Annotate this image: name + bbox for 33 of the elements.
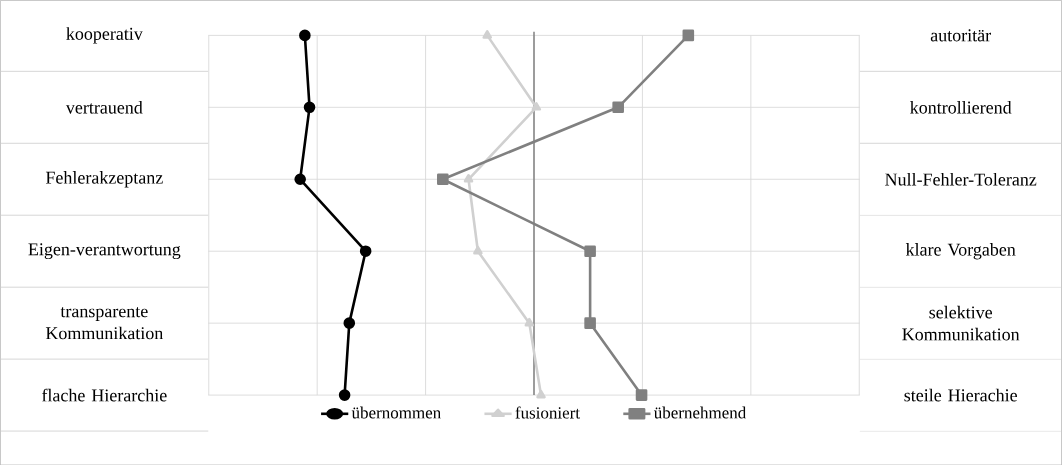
point — [294, 173, 306, 185]
point — [536, 389, 546, 399]
point — [584, 317, 596, 329]
text: kontrollierend — [910, 100, 1012, 114]
point — [338, 389, 351, 401]
point — [343, 317, 356, 329]
point — [463, 173, 474, 183]
point — [299, 29, 311, 41]
text: selektive Kommunikation — [902, 305, 1020, 341]
point — [682, 29, 695, 41]
point — [635, 389, 648, 401]
point — [584, 245, 596, 257]
legend-label: übernommen — [351, 406, 441, 419]
legend-label: fusioniert — [515, 406, 580, 419]
point — [437, 173, 449, 185]
text: klare Vorgaben — [905, 242, 1016, 260]
y-tick-label: transparente Kommunikation — [45, 306, 164, 340]
y-tick-label: flache Hierarchie — [41, 388, 167, 402]
point — [359, 245, 372, 257]
text: Null-Fehler-Toleranz — [885, 172, 1037, 186]
point — [473, 245, 483, 255]
y-tick-label: vertrauend — [65, 100, 143, 114]
y-tick-label: Eigen-verantwortung — [28, 243, 181, 259]
point — [303, 101, 316, 113]
legend-label: übernehmend — [653, 406, 747, 419]
point — [612, 101, 624, 113]
text: autoritär — [930, 29, 991, 42]
point — [482, 29, 492, 39]
point — [531, 101, 542, 111]
y-tick-label: kooperativ — [66, 27, 143, 44]
y-tick-label: Fehlerakzeptanz — [45, 170, 163, 188]
point — [524, 317, 535, 327]
text: steile Hierachie — [904, 388, 1017, 402]
